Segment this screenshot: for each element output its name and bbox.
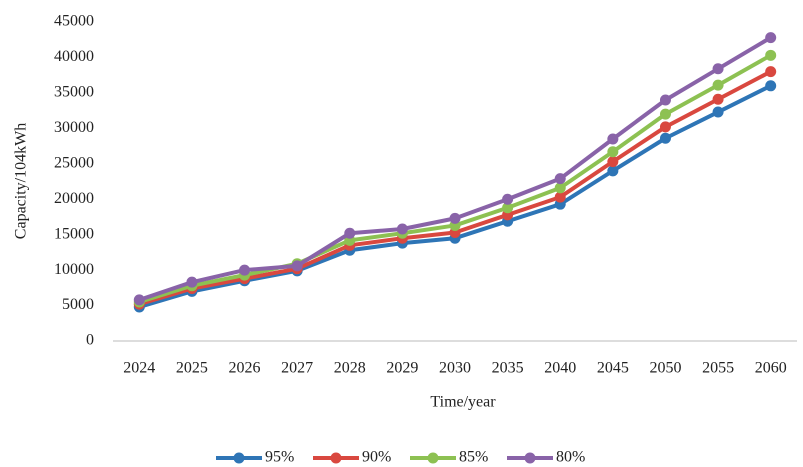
data-point — [712, 93, 724, 105]
x-tick-label: 2024 — [123, 360, 155, 377]
y-tick-label: 15000 — [54, 225, 94, 242]
series-line — [138, 35, 772, 302]
data-point — [607, 146, 619, 158]
data-point — [712, 106, 724, 118]
data-point — [133, 294, 145, 306]
y-tick-label: 35000 — [54, 84, 94, 101]
data-point — [607, 156, 619, 168]
y-tick-label: 20000 — [54, 190, 94, 207]
data-point — [712, 79, 724, 91]
data-point — [449, 212, 461, 224]
data-point — [607, 165, 619, 177]
legend-label: 95% — [265, 449, 294, 466]
data-point — [554, 173, 566, 185]
y-tick-label: 5000 — [62, 296, 94, 313]
y-tick-label: 10000 — [54, 261, 94, 278]
legend-label: 85% — [459, 449, 488, 466]
data-point — [502, 193, 514, 205]
data-point — [765, 32, 777, 44]
data-point — [502, 202, 514, 214]
data-point — [659, 94, 671, 106]
x-tick-label: 2026 — [229, 360, 261, 377]
x-tick-label: 2035 — [492, 360, 524, 377]
y-tick-label: 25000 — [54, 154, 94, 171]
data-point — [765, 66, 777, 78]
x-tick-label: 2050 — [649, 360, 681, 377]
y-axis-label: Capacity/104kWh — [13, 123, 30, 239]
x-tick-label: 2055 — [702, 360, 734, 377]
x-tick-label: 2029 — [386, 360, 418, 377]
data-point — [659, 121, 671, 133]
legend-marker — [427, 452, 439, 464]
y-tick-label: 45000 — [54, 13, 94, 30]
y-tick-label: 40000 — [54, 48, 94, 65]
data-point — [659, 108, 671, 120]
x-tick-label: 2025 — [176, 360, 208, 377]
data-point — [554, 191, 566, 203]
data-point — [607, 133, 619, 145]
x-tick-label: 2060 — [755, 360, 787, 377]
x-tick-label: 2040 — [544, 360, 576, 377]
data-point — [344, 227, 356, 239]
data-point — [765, 49, 777, 61]
x-tick-label: 2028 — [334, 360, 366, 377]
data-point — [239, 264, 251, 276]
x-tick-label: 2027 — [281, 360, 313, 377]
legend-label: 80% — [556, 449, 585, 466]
legend-marker — [330, 452, 342, 464]
legend-label: 90% — [362, 449, 391, 466]
data-point — [765, 80, 777, 92]
x-tick-label: 2045 — [597, 360, 629, 377]
legend-marker — [524, 452, 536, 464]
y-tick-label: 30000 — [54, 119, 94, 136]
data-point — [659, 132, 671, 144]
x-axis-label: Time/year — [430, 394, 496, 411]
data-point — [712, 63, 724, 75]
legend-marker — [233, 452, 245, 464]
data-point — [396, 223, 408, 235]
data-point — [186, 276, 198, 288]
data-point — [554, 182, 566, 194]
x-tick-label: 2030 — [439, 360, 471, 377]
data-point — [291, 260, 303, 272]
y-tick-label: 0 — [86, 332, 94, 349]
